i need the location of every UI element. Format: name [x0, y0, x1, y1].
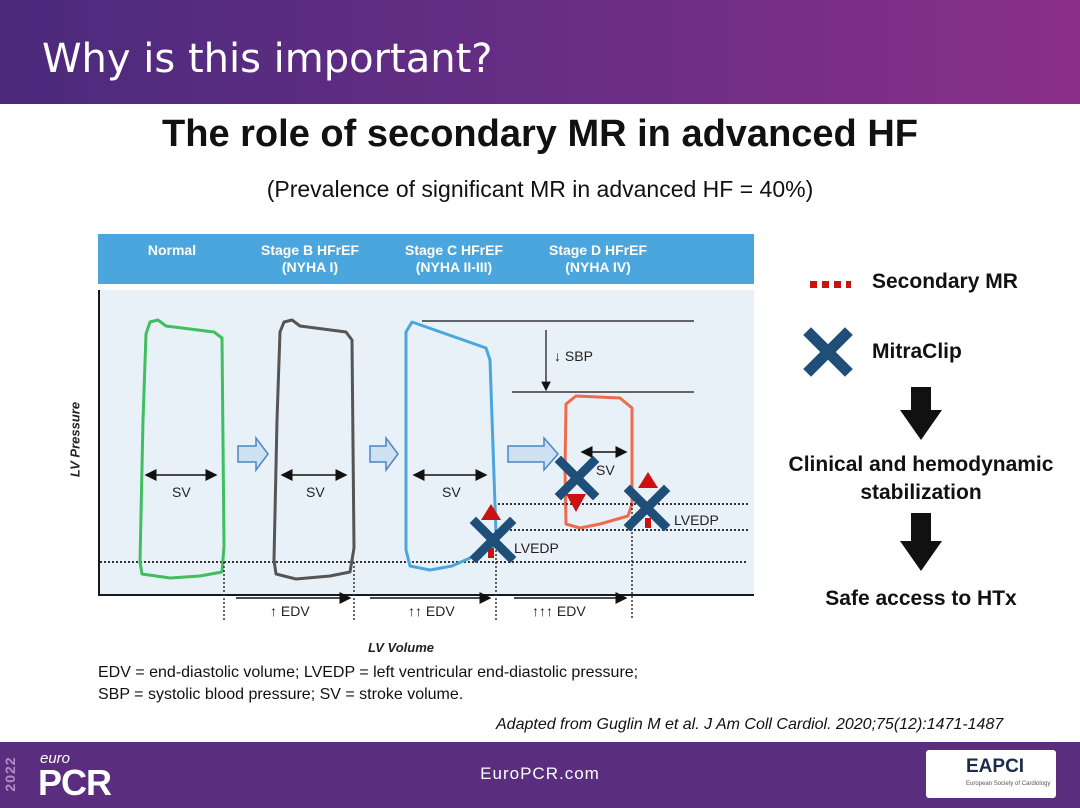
- slide-title: Why is this important?: [42, 36, 493, 82]
- outcome-stabilization-line2: stabilization: [860, 481, 982, 504]
- mitraclip-x-c: [469, 516, 517, 564]
- stage-b: Stage B HFrEF (NYHA I): [250, 242, 370, 276]
- footer-url[interactable]: EuroPCR.com: [480, 764, 600, 783]
- citation: Adapted from Guglin M et al. J Am Coll C…: [496, 716, 1004, 733]
- y-axis: [98, 290, 100, 596]
- lvedp-label-c: LVEDP: [514, 540, 559, 556]
- legend-mitraclip: MitraClip: [872, 340, 962, 363]
- subtitle: (Prevalence of significant MR in advance…: [266, 176, 814, 202]
- outcome-htx: Safe access to HTx: [825, 587, 1017, 610]
- flow-down-arrow-2: [900, 513, 942, 571]
- x-axis-label: LV Volume: [368, 640, 434, 655]
- stage-transition-arrow-2: [369, 435, 399, 473]
- brand-pcr: PCR: [38, 762, 112, 803]
- abbreviations-line2: SBP = systolic blood pressure; SV = stro…: [98, 686, 464, 703]
- sv-label-normal: SV: [172, 484, 191, 500]
- x-axis: [98, 594, 754, 596]
- mitraclip-x-d2: [623, 484, 671, 532]
- abbreviations-line1: EDV = end-diastolic volume; LVEDP = left…: [98, 664, 639, 681]
- stage-b-nyha: (NYHA I): [281, 259, 339, 275]
- eapci-subtitle: European Society of Cardiology: [966, 781, 1051, 787]
- stage-transition-arrow-1: [237, 435, 269, 473]
- lvedp-label-d: LVEDP: [674, 512, 719, 528]
- stage-header-band: [98, 234, 754, 284]
- eapci-name: EAPCI: [966, 756, 1025, 777]
- normal-pv-loop: [138, 318, 226, 580]
- stage-normal: Normal: [126, 242, 218, 259]
- outcome-stabilization: Clinical and hemodynamic stabilization: [766, 451, 1076, 507]
- slide-header: Why is this important?: [0, 0, 1080, 104]
- sv-label-c: SV: [442, 484, 461, 500]
- brand-euro: euro: [40, 750, 71, 767]
- edv-label-c: ↑↑ EDV: [408, 603, 455, 619]
- stage-c-label: Stage C HFrEF: [404, 242, 503, 258]
- mr-dash-c: [488, 548, 494, 558]
- mr-dash-d: [645, 518, 651, 528]
- mitraclip-x-d1: [554, 455, 600, 501]
- stage-d-pv-loop: [563, 394, 634, 530]
- edv-label-b: ↑ EDV: [270, 603, 310, 619]
- eapci-logo: EAPCI European Society of Cardiology: [926, 750, 1056, 798]
- flow-down-arrow-1: [900, 387, 942, 440]
- sbp-label: ↓ SBP: [554, 348, 593, 364]
- stage-normal-label: Normal: [147, 242, 197, 258]
- mr-triangle-down-d: [566, 494, 586, 512]
- stage-d-label: Stage D HFrEF: [548, 242, 647, 258]
- mr-triangle-up-d: [638, 472, 658, 488]
- stage-transition-arrow-3: [507, 436, 559, 472]
- stage-d: Stage D HFrEF (NYHA IV): [538, 242, 658, 276]
- edv-label-d: ↑↑↑ EDV: [532, 603, 586, 619]
- outcome-stabilization-line1: Clinical and hemodynamic: [788, 453, 1054, 476]
- stage-c-nyha: (NYHA II-III): [415, 259, 493, 275]
- pv-loop-panel: [100, 290, 754, 594]
- stage-b-label: Stage B HFrEF: [260, 242, 359, 258]
- stage-c: Stage C HFrEF (NYHA II-III): [394, 242, 514, 276]
- stage-d-nyha: (NYHA IV): [565, 259, 631, 275]
- mr-triangle-up-c: [481, 504, 501, 520]
- main-title: The role of secondary MR in advanced HF: [162, 113, 918, 155]
- secondary-mr-legend-icon: [810, 281, 851, 288]
- sv-label-d: SV: [596, 462, 615, 478]
- mitraclip-legend-icon: [803, 327, 853, 377]
- legend-secondary-mr: Secondary MR: [872, 270, 1018, 293]
- slide-footer: 2022 euro PCR EuroPCR.com EAPCI European…: [0, 742, 1080, 808]
- abbreviations: EDV = end-diastolic volume; LVEDP = left…: [98, 662, 638, 706]
- sv-label-b: SV: [306, 484, 325, 500]
- stage-b-pv-loop: [272, 318, 356, 581]
